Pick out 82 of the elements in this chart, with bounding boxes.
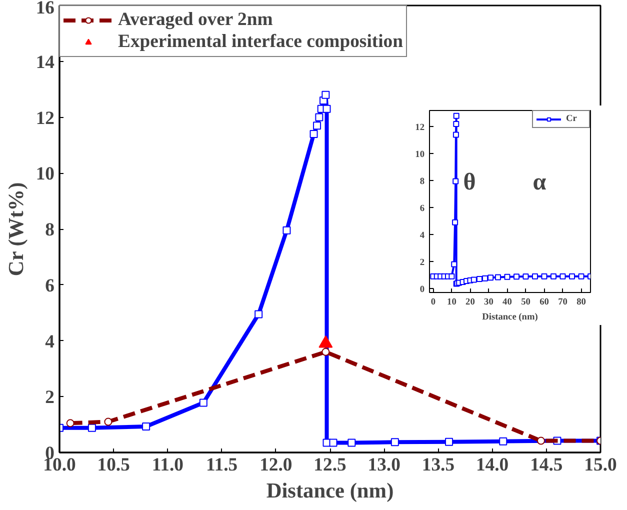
point xyxy=(322,348,330,356)
point xyxy=(550,273,556,280)
point xyxy=(499,437,508,446)
point xyxy=(199,398,208,407)
y-tick-label: 6 xyxy=(420,204,425,214)
annotation: θ xyxy=(463,170,476,196)
point xyxy=(476,276,482,282)
point xyxy=(452,219,458,226)
point xyxy=(532,273,538,280)
x-axis-title: Distance (nm) xyxy=(266,478,394,502)
x-tick-label: 10.5 xyxy=(97,454,130,476)
point xyxy=(536,436,545,445)
y-tick-label: 14 xyxy=(36,52,54,73)
point xyxy=(313,122,322,130)
x-tick-label: 13.5 xyxy=(422,454,455,476)
y-tick-label: 4 xyxy=(420,231,425,242)
point xyxy=(541,273,548,280)
point xyxy=(470,276,477,283)
point xyxy=(453,112,460,119)
x-tick-label: 14.0 xyxy=(476,454,509,476)
x-tick-label: 70 xyxy=(558,298,568,308)
y-tick-label: 12 xyxy=(415,123,425,134)
point xyxy=(488,274,494,281)
x-axis-title: Distance (nm) xyxy=(482,312,538,322)
y-tick-label: 2 xyxy=(45,387,54,408)
y-tick-label: 16 xyxy=(36,0,54,18)
x-tick-label: 10 xyxy=(447,298,457,308)
y-tick-label: 12 xyxy=(36,108,54,129)
point xyxy=(390,438,399,446)
point xyxy=(254,310,263,318)
y-tick-label: 10 xyxy=(415,150,425,160)
x-tick-label: 80 xyxy=(576,298,586,308)
x-tick-label: 15.0 xyxy=(584,454,617,476)
x-tick-label: 14.5 xyxy=(530,454,563,476)
legend-label: Cr xyxy=(566,114,578,124)
point xyxy=(453,120,460,127)
point xyxy=(494,274,501,280)
y-tick-label: 6 xyxy=(45,275,54,296)
y-tick-label: 8 xyxy=(45,220,54,240)
point xyxy=(315,113,324,122)
y-tick-label: 4 xyxy=(45,331,54,352)
legend-label: Averaged over 2nm xyxy=(118,9,273,31)
x-tick-label: 60 xyxy=(540,298,550,308)
y-tick-label: 10 xyxy=(36,164,54,185)
point xyxy=(445,438,454,446)
point xyxy=(452,178,459,184)
point xyxy=(322,104,331,113)
point xyxy=(282,226,291,234)
x-tick-label: 40 xyxy=(502,298,512,308)
y-tick-label: 0 xyxy=(420,284,425,295)
point xyxy=(448,273,455,280)
x-tick-label: 11.5 xyxy=(206,454,238,476)
point xyxy=(482,275,488,282)
point xyxy=(66,419,74,428)
x-tick-label: 20 xyxy=(466,298,476,308)
annotation: α xyxy=(532,170,547,196)
x-tick-label: 30 xyxy=(484,298,494,308)
legend-label: Experimental interface composition xyxy=(118,31,403,53)
x-tick-label: 0 xyxy=(430,298,436,308)
x-tick-label: 11.0 xyxy=(152,454,184,476)
point xyxy=(88,424,96,432)
y-axis-title: Cr (Wt%) xyxy=(4,182,28,276)
point xyxy=(104,418,112,426)
point xyxy=(504,274,510,280)
y-tick-label: 2 xyxy=(420,258,425,268)
point xyxy=(578,273,584,280)
x-tick-label: 13.0 xyxy=(368,454,400,476)
point xyxy=(560,273,566,280)
x-tick-label: 12.0 xyxy=(260,454,292,476)
point xyxy=(522,273,529,280)
point xyxy=(451,261,458,268)
point xyxy=(348,438,356,447)
point xyxy=(452,132,459,138)
point xyxy=(310,130,318,138)
point xyxy=(142,422,150,431)
x-tick-label: 50 xyxy=(521,298,531,308)
point xyxy=(513,274,520,280)
y-tick-label: 8 xyxy=(420,177,425,188)
point xyxy=(322,90,330,99)
point xyxy=(329,438,338,447)
x-tick-label: 12.5 xyxy=(314,454,346,476)
point xyxy=(568,273,575,280)
